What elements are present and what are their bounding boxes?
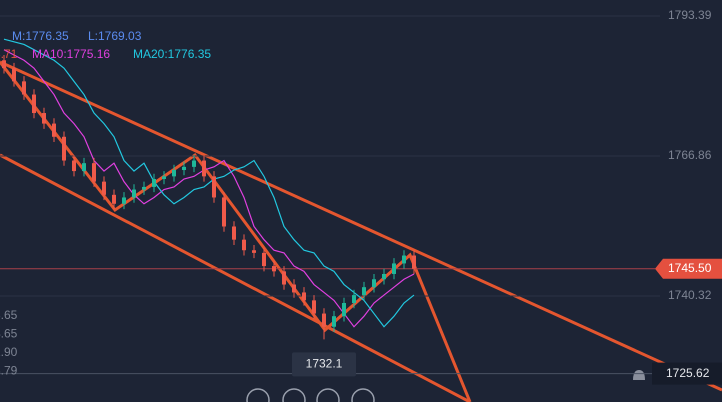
candle-body bbox=[412, 255, 416, 269]
zigzag bbox=[0, 61, 472, 402]
candle-body bbox=[202, 160, 206, 177]
channel-bottom bbox=[0, 153, 471, 402]
zoom-in[interactable] bbox=[351, 388, 375, 402]
candle-body bbox=[172, 170, 176, 177]
candle-body bbox=[342, 303, 346, 317]
candle-body bbox=[392, 263, 396, 274]
last-price-tag bbox=[655, 258, 722, 279]
candle-body bbox=[292, 284, 296, 293]
candle-body bbox=[142, 186, 146, 190]
low-tag bbox=[292, 352, 356, 377]
side-value: 3.65 bbox=[0, 308, 18, 322]
alert-tag bbox=[652, 362, 722, 385]
drawings bbox=[0, 60, 722, 402]
next[interactable] bbox=[316, 388, 340, 402]
candle-body bbox=[242, 239, 246, 251]
candle-body bbox=[22, 81, 26, 95]
ma-line bbox=[3, 38, 415, 328]
candle-body bbox=[152, 178, 156, 187]
side-value: 3.79 bbox=[0, 364, 18, 378]
candle-body bbox=[312, 300, 316, 314]
candle-body bbox=[212, 176, 216, 198]
candle-body bbox=[222, 197, 226, 227]
y-tick-label: 1740.32 bbox=[668, 288, 712, 302]
candle-body bbox=[252, 250, 256, 253]
low-label: 1732.1 bbox=[306, 357, 343, 371]
candle-body bbox=[12, 68, 16, 82]
legend-text: M:1776.35 bbox=[12, 29, 69, 43]
last-price-label: 1745.50 bbox=[668, 261, 712, 275]
legend-entry: MA20:1776.35 bbox=[133, 47, 211, 61]
y-tick-label: 1766.86 bbox=[668, 148, 712, 162]
candle-body bbox=[182, 166, 186, 171]
candle-body bbox=[382, 273, 386, 280]
legend-text: 3.71 bbox=[0, 47, 18, 61]
candle-body bbox=[272, 266, 276, 272]
side-value: 1.90 bbox=[0, 345, 18, 359]
candle-body bbox=[2, 60, 6, 69]
side-value: 4.65 bbox=[0, 327, 18, 341]
nav-buttons[interactable] bbox=[246, 388, 375, 402]
alert-label: 1725.62 bbox=[666, 366, 710, 380]
candle-body bbox=[262, 252, 266, 267]
legend-entry: MA10:1775.16 bbox=[32, 47, 110, 61]
candle-body bbox=[52, 123, 56, 137]
prev[interactable] bbox=[282, 388, 306, 402]
candle-body bbox=[282, 271, 286, 285]
candle-body bbox=[32, 94, 36, 114]
candle-body bbox=[82, 163, 86, 172]
candle-body bbox=[92, 163, 96, 182]
candle-body bbox=[352, 295, 356, 304]
candle-body bbox=[42, 113, 46, 124]
candle-body bbox=[402, 255, 406, 264]
candle-body bbox=[362, 287, 366, 296]
candle-body bbox=[322, 313, 326, 327]
y-tick-label: 1793.39 bbox=[668, 8, 712, 22]
candle-body bbox=[332, 316, 336, 327]
candle-body bbox=[62, 136, 66, 161]
candle-body bbox=[232, 226, 236, 240]
candle-body bbox=[162, 176, 166, 179]
bell-icon[interactable] bbox=[633, 370, 645, 380]
candle-body bbox=[132, 189, 136, 198]
zoom-out[interactable] bbox=[246, 388, 270, 402]
candle-body bbox=[102, 181, 106, 195]
candle-body bbox=[192, 160, 196, 167]
candle-body bbox=[372, 279, 376, 288]
legend-text: L:1769.03 bbox=[88, 29, 142, 43]
candle-body bbox=[302, 292, 306, 301]
candle-body bbox=[72, 160, 76, 172]
candle-body bbox=[122, 197, 126, 204]
candle-body bbox=[112, 194, 116, 204]
channel-top bbox=[0, 60, 722, 392]
